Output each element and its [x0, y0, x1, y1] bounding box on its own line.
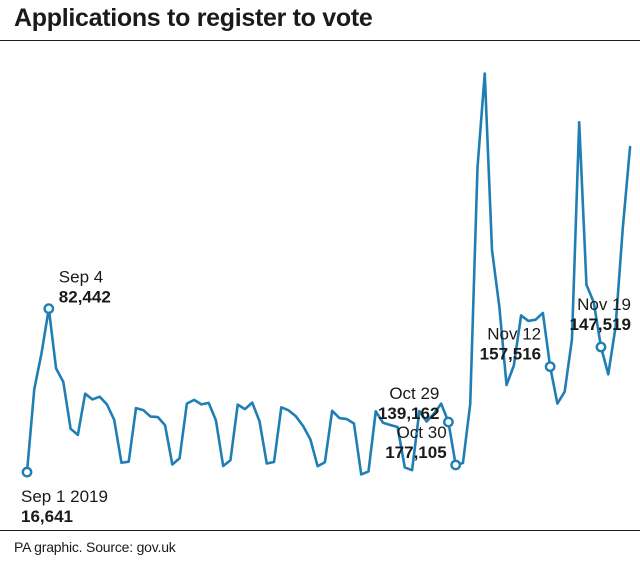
- annotation-value-nov-19: 147,519: [570, 315, 631, 334]
- annotation-markers: [21, 303, 607, 478]
- annotation-value-sep-4: 82,442: [59, 288, 111, 307]
- chart-title: Applications to register to vote: [14, 4, 373, 32]
- annotation-label-oct-30: Oct 30: [397, 423, 447, 442]
- marker-sep-4: [43, 303, 55, 315]
- bottom-rule: [0, 530, 640, 531]
- annotation-label-sep-4: Sep 4: [59, 268, 103, 287]
- source-credit: PA graphic. Source: gov.uk: [14, 539, 176, 555]
- marker-nov-19: [595, 341, 607, 353]
- annotation-label-nov-12: Nov 12: [487, 325, 541, 344]
- annotation-value-oct-29: 139,162: [378, 404, 439, 423]
- annotation-label-oct-29: Oct 29: [389, 384, 439, 403]
- top-rule: [0, 40, 640, 41]
- annotation-value-oct-30: 177,105: [385, 443, 446, 462]
- annotation-label-nov-19: Nov 19: [577, 295, 631, 314]
- annotation-value-sep-1-2019: 16,641: [21, 507, 73, 526]
- marker-sep-1-2019: [21, 466, 33, 478]
- series-line-applications: [25, 72, 632, 476]
- marker-oct-29: [443, 416, 454, 428]
- annotation-value-nov-12: 157,516: [480, 345, 541, 364]
- marker-nov-12: [544, 361, 556, 373]
- marker-oct-30: [450, 459, 462, 471]
- annotation-label-sep-1-2019: Sep 1 2019: [21, 487, 108, 506]
